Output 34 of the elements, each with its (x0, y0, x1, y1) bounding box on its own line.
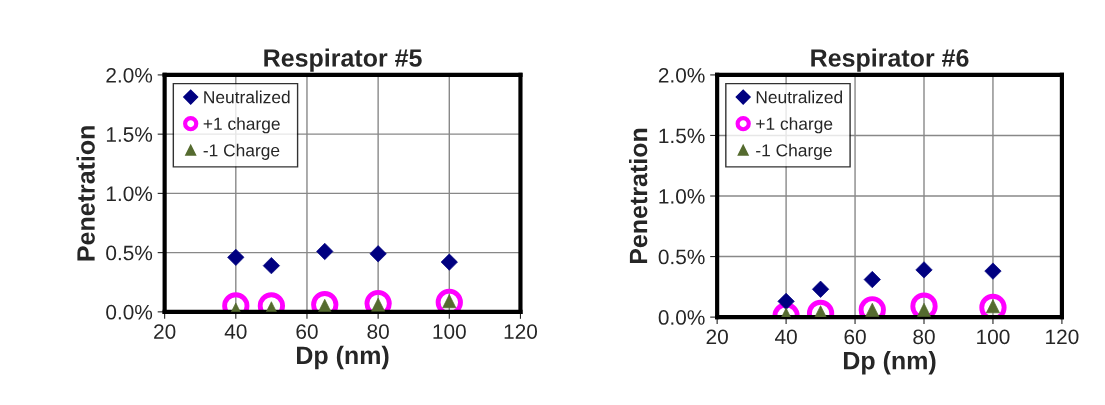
x-tick-label: 120 (1046, 329, 1079, 345)
x-tick-label: 20 (154, 324, 176, 339)
chart-title: Respirator #6 (811, 48, 969, 72)
x-tick-label: 20 (706, 329, 728, 345)
y-tick-label: 0.0% (658, 310, 705, 325)
legend-label: +1 charge (203, 117, 280, 134)
y-tick-label: 0.5% (106, 245, 153, 261)
x-tick-label: 40 (774, 329, 797, 345)
y-tick-label: 1.0% (106, 186, 153, 202)
legend-label: Neutralized (756, 90, 843, 104)
y-axis-title: Penetration (629, 128, 648, 264)
legend-label: -1 Charge (756, 143, 832, 160)
x-axis-title: Dp (nm) (297, 345, 389, 370)
x-tick-label: 80 (367, 324, 389, 339)
x-tick-label: 60 (296, 324, 318, 339)
y-tick-label: 2.0% (106, 67, 153, 83)
x-tick-label: 120 (504, 324, 538, 339)
x-axis-title: Dp (nm) (843, 351, 936, 375)
x-tick-label: 80 (913, 329, 935, 345)
x-tick-label: 100 (977, 329, 1010, 345)
legend-label: -1 Charge (203, 143, 280, 160)
x-tick-label: 60 (844, 329, 866, 345)
x-tick-label: 40 (224, 324, 247, 339)
y-tick-label: 0.5% (658, 249, 705, 265)
y-tick-label: 0.0% (106, 304, 153, 320)
y-tick-label: 1.5% (106, 127, 153, 142)
chart-title: Respirator #5 (264, 48, 422, 72)
y-tick-label: 1.0% (659, 189, 705, 204)
x-tick-label: 100 (433, 324, 466, 339)
legend-label: Neutralized (204, 90, 290, 104)
y-axis-title: Penetration (76, 126, 95, 261)
y-tick-label: 1.5% (659, 128, 705, 144)
legend-label: +1 charge (756, 117, 833, 134)
y-tick-label: 2.0% (658, 67, 705, 83)
